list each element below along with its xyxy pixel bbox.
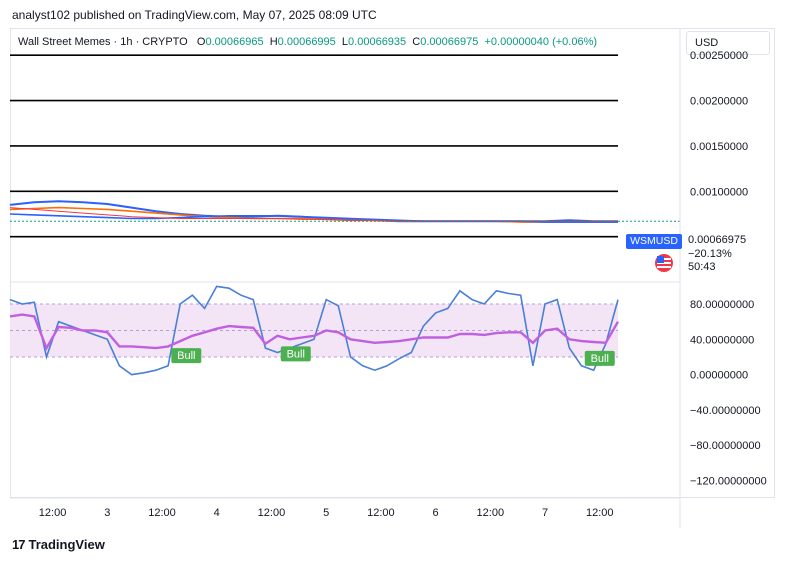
price-pane: 0.00250000 0.00200000 0.00150000 0.00100000 [9, 50, 748, 238]
price-tick-label-3: 0.00100000 [690, 186, 748, 198]
time-tick-label-6: 12:00 [367, 507, 395, 519]
publisher-line: analyst102 published on TradingView.com,… [12, 8, 377, 22]
ticker-price: 0.00066975 [688, 234, 747, 246]
ticker-countdown: 50:43 [688, 261, 716, 273]
time-tick-label-3: 4 [214, 507, 220, 519]
osc-series-0 [9, 285, 619, 376]
ticker-symbol-badge: WSMUSD [626, 234, 682, 249]
price-tick-label-1: 0.00200000 [690, 96, 748, 108]
time-tick-label-4: 12:00 [258, 507, 286, 519]
axis-labels: 12:00 3 12:00 4 12:00 5 12:00 6 12:00 7 12:00 [39, 507, 614, 519]
price-tick-label-0: 0.00250000 [690, 50, 748, 62]
open-label: O [196, 36, 206, 48]
change-value: +0.00000040 (+0.06%) [484, 36, 598, 48]
osc-tick-label-0: 80.00000000 [690, 299, 754, 311]
osc-tick-label-1: 40.00000000 [690, 334, 754, 346]
time-tick-label-9: 7 [542, 507, 548, 519]
time-tick-label-7: 6 [433, 507, 439, 519]
bull-badge-1 [280, 346, 311, 362]
high-value: 0.00066995 [277, 36, 336, 48]
bull-badge-2 [584, 350, 615, 366]
open-value: 0.00066965 [205, 36, 264, 48]
osc-tick-label-4: −80.00000000 [690, 440, 761, 452]
symbol-legend: Wall Street Memes · 1h · CRYPTO O0.00066… [18, 36, 597, 48]
ticker-change: −20.13% [688, 248, 732, 260]
brand-name: TradingView [28, 537, 105, 552]
bull-label-1: Bull [287, 348, 305, 360]
price-tick-label-2: 0.00150000 [690, 141, 748, 153]
close-label: C [412, 36, 421, 48]
time-tick-label-10: 12:00 [586, 507, 614, 519]
bull-label-2: Bull [591, 353, 609, 365]
us-flag-icon [655, 254, 673, 272]
symbol-name: Wall Street Memes · 1h · CRYPTO [18, 36, 188, 48]
oscillator-pane: 80.00000000 40.00000000 0.00000000 −40.0000… [9, 285, 767, 487]
osc-tick-label-5: −120.00000000 [690, 475, 767, 487]
price-series-3 [9, 207, 618, 222]
osc-tick-label-3: −40.00000000 [690, 405, 761, 417]
time-tick-label-8: 12:00 [477, 507, 505, 519]
time-tick-label-2: 12:00 [148, 507, 176, 519]
time-tick-label-0: 12:00 [39, 507, 67, 519]
brand-footer: 17 TradingView [12, 537, 105, 552]
osc-series-1 [9, 313, 620, 351]
close-value: 0.00066975 [420, 36, 479, 48]
high-label: H [269, 36, 278, 48]
low-value: 0.00066935 [348, 36, 407, 48]
time-tick-label-1: 3 [104, 507, 110, 519]
tradingview-logo-icon: 17 [12, 537, 26, 552]
bull-badge-0 [171, 348, 202, 364]
time-tick-label-5: 5 [323, 507, 329, 519]
currency-button[interactable]: USD [686, 31, 770, 55]
osc-tick-label-2: 0.00000000 [690, 370, 748, 382]
bull-label-0: Bull [177, 350, 195, 362]
low-label: L [341, 36, 349, 48]
